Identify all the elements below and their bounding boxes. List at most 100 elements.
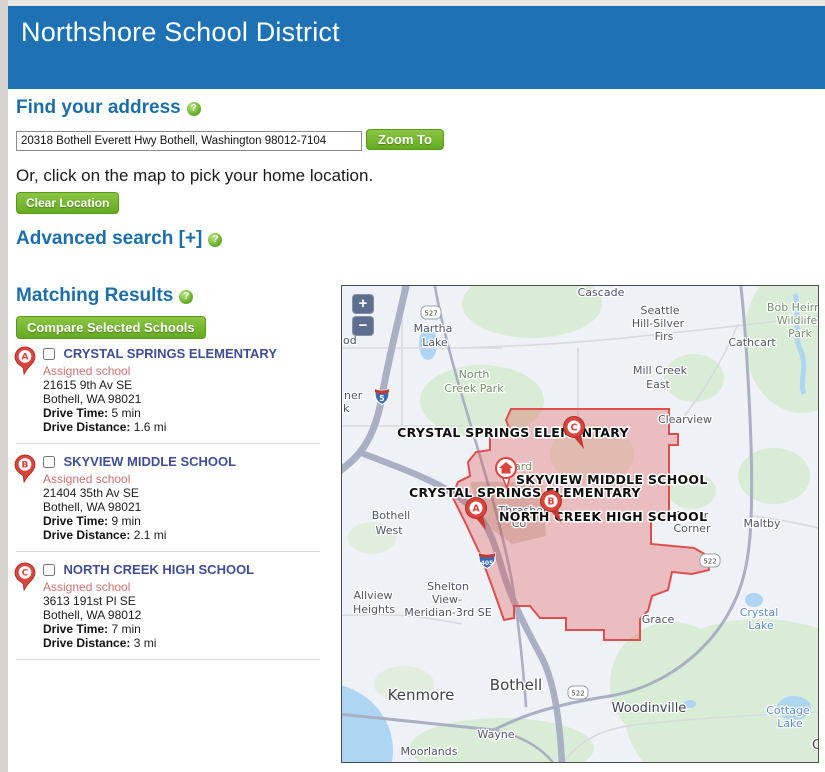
svg-text:Lake: Lake <box>422 336 448 349</box>
svg-text:Martha: Martha <box>414 322 453 335</box>
svg-text:Park: Park <box>788 327 812 340</box>
zoom-to-button[interactable]: Zoom To <box>366 129 444 150</box>
result-item-a: A CRYSTAL SPRINGS ELEMENTARY Assigned sc… <box>14 346 322 434</box>
svg-text:ner: ner <box>344 389 363 402</box>
school-address-line2: Bothell, WA 98021 <box>43 392 142 406</box>
school-name[interactable]: NORTH CREEK HIGH SCHOOL <box>63 562 255 577</box>
svg-text:Co: Co <box>512 517 527 530</box>
map-pick-instruction: Or, click on the map to pick your home l… <box>16 166 374 185</box>
school-address-line1: 21615 9th Av SE <box>43 378 133 392</box>
map-marker-c[interactable]: C <box>563 416 585 450</box>
compare-selected-schools-button[interactable]: Compare Selected Schools <box>16 316 206 339</box>
select-school-checkbox[interactable] <box>43 564 55 576</box>
select-school-checkbox[interactable] <box>43 456 55 468</box>
map-zoom-out-button[interactable]: − <box>352 316 374 336</box>
svg-text:Wildlife: Wildlife <box>777 314 818 327</box>
drive-time-row: Drive Time: 7 min <box>43 622 141 636</box>
martha-lake-shape <box>419 328 437 360</box>
svg-text:Corner: Corner <box>673 522 710 535</box>
help-icon[interactable]: ? <box>186 102 201 116</box>
assigned-school-label: Assigned school <box>43 580 131 594</box>
matching-results-heading-text: Matching Results <box>16 285 174 306</box>
svg-text:Bothell: Bothell <box>372 509 410 522</box>
school-name[interactable]: CRYSTAL SPRINGS ELEMENTARY <box>63 346 278 361</box>
svg-text:Crystal: Crystal <box>740 606 779 619</box>
page-title: Northshore School District <box>21 17 340 47</box>
divider <box>16 443 320 444</box>
drive-distance-row: Drive Distance: 3 mi <box>43 636 157 650</box>
svg-text:B: B <box>22 461 29 471</box>
i405-shield-icon: 405 <box>478 552 496 570</box>
svg-text:A: A <box>21 353 28 363</box>
svg-text:522: 522 <box>571 690 584 698</box>
school-address-line2: Bothell, WA 98021 <box>43 500 142 514</box>
select-school-checkbox[interactable] <box>43 348 55 360</box>
sr527-shield-icon: 527 <box>420 305 442 320</box>
help-icon[interactable]: ? <box>179 290 194 304</box>
sr522-shield-icon: 522 <box>567 685 589 700</box>
svg-text:CRYSTAL SPRINGS ELEMENTARY: CRYSTAL SPRINGS ELEMENTARY <box>397 425 629 440</box>
advanced-search-heading-text[interactable]: Advanced search [+] <box>16 228 203 249</box>
svg-text:527: 527 <box>424 310 437 318</box>
svg-text:West: West <box>375 524 403 537</box>
map-marker-b[interactable]: B <box>540 490 562 524</box>
result-item-c: C NORTH CREEK HIGH SCHOOL Assigned schoo… <box>14 562 322 650</box>
svg-text:Allview: Allview <box>354 589 393 602</box>
page-margin-left <box>0 0 8 772</box>
svg-text:ard: ard <box>514 460 532 473</box>
home-location-marker[interactable] <box>495 457 517 491</box>
map-canvas[interactable]: 5 405 527 522 522 Cascade Bob Heirn Wild… <box>342 286 818 762</box>
assigned-school-label: Assigned school <box>43 364 131 378</box>
svg-text:NORTH CREEK HIGH SCHOOL: NORTH CREEK HIGH SCHOOL <box>499 509 707 524</box>
svg-text:Maltby: Maltby <box>743 517 781 530</box>
map[interactable]: + − <box>341 285 819 763</box>
map-zoom-in-button[interactable]: + <box>352 294 374 314</box>
svg-text:C: C <box>812 738 818 753</box>
svg-text:View-: View- <box>432 593 462 606</box>
svg-text:North: North <box>459 368 490 381</box>
svg-text:A: A <box>472 504 480 515</box>
drive-time-row: Drive Time: 9 min <box>43 514 141 528</box>
school-address-line1: 3613 191st Pl SE <box>43 594 136 608</box>
address-input[interactable] <box>16 131 362 151</box>
map-minor-roads <box>342 286 818 762</box>
find-address-heading-text: Find your address <box>16 97 181 118</box>
road-sr527 <box>433 286 528 708</box>
map-pin-a-icon: A <box>14 346 36 375</box>
svg-text:Seattle: Seattle <box>641 304 680 317</box>
i5-shield-icon: 5 <box>374 388 390 406</box>
school-address-line2: Bothell, WA 98012 <box>43 608 142 622</box>
svg-text:Firs: Firs <box>655 330 674 343</box>
svg-text:Thrasher: Thrasher <box>498 504 548 517</box>
clear-location-button[interactable]: Clear Location <box>16 192 120 214</box>
map-marker-a[interactable]: A <box>465 497 487 531</box>
road-sr9-522 <box>492 286 754 732</box>
advanced-search-heading[interactable]: Advanced search [+]? <box>16 228 223 250</box>
drive-distance-row: Drive Distance: 1.6 mi <box>43 420 167 434</box>
assigned-school-label: Assigned school <box>43 472 131 486</box>
svg-text:Wayne: Wayne <box>477 728 514 741</box>
help-icon[interactable]: ? <box>208 233 223 247</box>
svg-text:Shelton: Shelton <box>427 580 469 593</box>
map-place-labels: Cascade Bob Heirn Wildlife Park Seattle … <box>342 286 818 759</box>
map-school-labels: CRYSTAL SPRINGS ELEMENTARY SKYVIEW MIDDL… <box>396 424 709 526</box>
app-header: Northshore School District <box>8 6 825 89</box>
result-item-b: B SKYVIEW MIDDLE SCHOOL Assigned school … <box>14 454 322 542</box>
district-overlap-area <box>470 482 546 544</box>
svg-text:Moorlands: Moorlands <box>401 745 458 758</box>
map-pin-b-icon: B <box>14 454 36 483</box>
crystal-lake-shape <box>745 593 763 607</box>
drive-distance-row: Drive Distance: 2.1 mi <box>43 528 167 542</box>
svg-text:Cascade: Cascade <box>578 286 625 299</box>
lake-washington-shape <box>342 685 393 762</box>
school-name[interactable]: SKYVIEW MIDDLE SCHOOL <box>63 454 237 469</box>
svg-text:5: 5 <box>379 394 384 403</box>
svg-text:Bothell: Bothell <box>490 676 542 694</box>
svg-text:Kenmore: Kenmore <box>388 686 455 704</box>
svg-text:Mill Creek: Mill Creek <box>633 364 688 377</box>
svg-text:CRYSTAL SPRINGS ELEMENTARY: CRYSTAL SPRINGS ELEMENTARY <box>409 485 641 500</box>
svg-text:Woodinville: Woodinville <box>612 701 687 716</box>
svg-text:East: East <box>646 378 670 391</box>
svg-text:C: C <box>22 569 29 579</box>
svg-text:Turner: Turner <box>673 509 709 522</box>
